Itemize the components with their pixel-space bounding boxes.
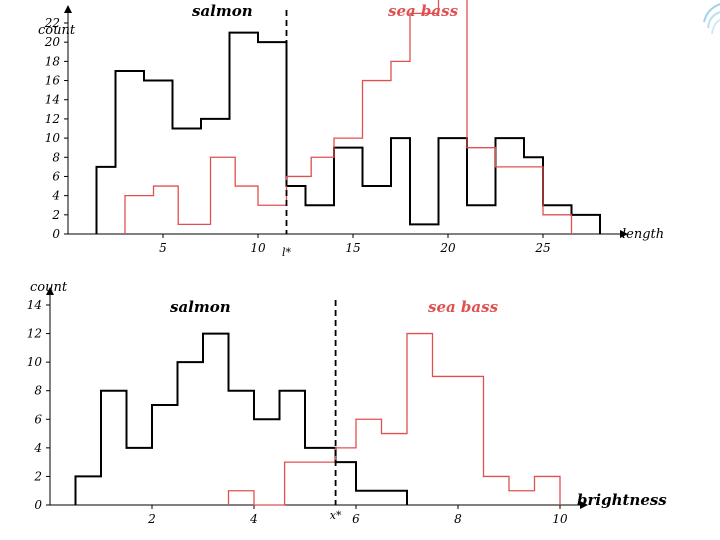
histogram-bin-sea-bass (410, 13, 439, 234)
y-tick-label: 14 (45, 93, 60, 107)
histogram-bin-sea-bass (509, 491, 535, 505)
histogram-bin-sea-bass (363, 81, 392, 234)
y-tick-label: 2 (33, 469, 42, 483)
histogram-salmon (95, 31, 601, 234)
y-axis-arrow-icon (46, 287, 54, 295)
x-axis-arrow-icon (620, 230, 628, 238)
series-label-sea-bass: sea bass (388, 2, 459, 20)
histogram-bin-sea-bass (391, 61, 410, 234)
y-axis-label: count (38, 23, 76, 38)
x-tick-label: 2 (147, 512, 156, 526)
y-tick-label: 4 (51, 189, 60, 203)
y-axis-label: count (30, 280, 68, 295)
histogram-bin-sea-bass (382, 434, 408, 505)
histogram-bin-sea-bass (484, 476, 510, 505)
x-tick-label: 10 (250, 241, 266, 255)
x-tick-label: 8 (454, 512, 462, 526)
x-tick-label: 10 (552, 512, 568, 526)
histogram-bin-sea-bass (334, 138, 363, 234)
histogram-bin-sea-bass (258, 205, 287, 234)
y-tick-label: 12 (45, 112, 60, 126)
histogram-bin-sea-bass (535, 476, 561, 505)
histogram-bin-salmon (203, 334, 229, 505)
series-label-salmon: salmon (192, 2, 253, 20)
x-tick-label: 25 (534, 241, 550, 255)
y-tick-label: 20 (44, 35, 61, 49)
series-label-salmon: salmon (170, 298, 231, 316)
x-tick-label: 6 (352, 512, 360, 526)
histogram-bin-sea-bass (439, 0, 468, 234)
histogram-sea-bass (227, 332, 561, 506)
histogram-bin-sea-bass (125, 196, 154, 234)
histogram-bin-sea-bass (543, 215, 572, 234)
histogram-sea-bass (124, 0, 573, 234)
y-tick-label: 12 (27, 327, 42, 341)
histogram-bin-salmon (152, 405, 178, 505)
y-tick-label: 0 (52, 227, 60, 241)
histogram-bin-sea-bass (407, 334, 433, 505)
y-tick-label: 4 (33, 441, 42, 455)
y-tick-label: 0 (34, 498, 42, 512)
x-axis-arrow-icon (580, 501, 588, 509)
y-tick-label: 22 (44, 16, 60, 30)
x-tick-label: 5 (159, 241, 167, 255)
x-axis-label: length (622, 227, 664, 242)
histogram-bin-salmon (127, 448, 153, 505)
histogram-bin-sea-bass (287, 176, 312, 234)
y-tick-label: 16 (45, 74, 61, 88)
corner-decoration-icon (703, 3, 720, 35)
histogram-bin-sea-bass (433, 376, 484, 505)
histogram-bin-salmon (572, 215, 601, 234)
y-axis-arrow-icon (64, 5, 72, 13)
y-tick-label: 10 (27, 355, 43, 369)
histogram-bin-sea-bass (229, 491, 255, 505)
length-histogram-chart: 0 2 4 6 8 10 12 14 16 18 20 22 5 10 15 20 25 count length l… (38, 0, 664, 259)
histogram-bin-sea-bass (211, 157, 236, 234)
histogram-bin-sea-bass (356, 419, 382, 505)
histogram-bin-salmon (178, 362, 204, 505)
brightness-histogram-chart: 0 2 4 6 8 10 12 14 2 4 6 8 10 count brightness x* salmon… (27, 280, 668, 526)
y-tick-label: 10 (45, 131, 61, 145)
histogram-bin-sea-bass (178, 224, 210, 234)
threshold-label: x* (330, 509, 342, 522)
y-tick-label: 8 (52, 150, 60, 164)
y-tick-label: 8 (34, 384, 42, 398)
x-tick-label: 20 (439, 241, 456, 255)
histogram-bin-sea-bass (496, 167, 544, 234)
histogram-bin-sea-bass (235, 186, 258, 234)
y-tick-label: 2 (51, 208, 60, 222)
y-tick-label: 6 (52, 169, 60, 183)
histogram-bin-salmon (76, 476, 102, 505)
histogram-bin-sea-bass (336, 448, 356, 505)
length-histogram-panel: 0 2 4 6 8 10 12 14 16 18 20 22 5 10 15 20 25 count length l… (0, 0, 720, 262)
histogram-bin-sea-bass (285, 462, 336, 505)
threshold-label: l* (282, 246, 292, 259)
brightness-histogram-panel: 0 2 4 6 8 10 12 14 2 4 6 8 10 count brightness x* salmon… (0, 270, 720, 540)
histogram-bin-sea-bass (311, 157, 334, 234)
y-tick-label: 14 (27, 298, 42, 312)
histogram-bin-salmon (229, 391, 255, 505)
histogram-bin-sea-bass (154, 186, 179, 234)
y-tick-label: 6 (34, 412, 42, 426)
histogram-bin-salmon (97, 167, 116, 234)
histogram-bin-salmon (101, 391, 127, 505)
x-axis-label: brightness (577, 491, 667, 509)
x-tick-label: 4 (249, 512, 258, 526)
histogram-bin-salmon (254, 419, 280, 505)
x-tick-label: 15 (345, 241, 360, 255)
y-tick-label: 18 (45, 54, 61, 68)
histogram-bin-sea-bass (467, 148, 496, 234)
series-label-sea-bass: sea bass (428, 298, 499, 316)
